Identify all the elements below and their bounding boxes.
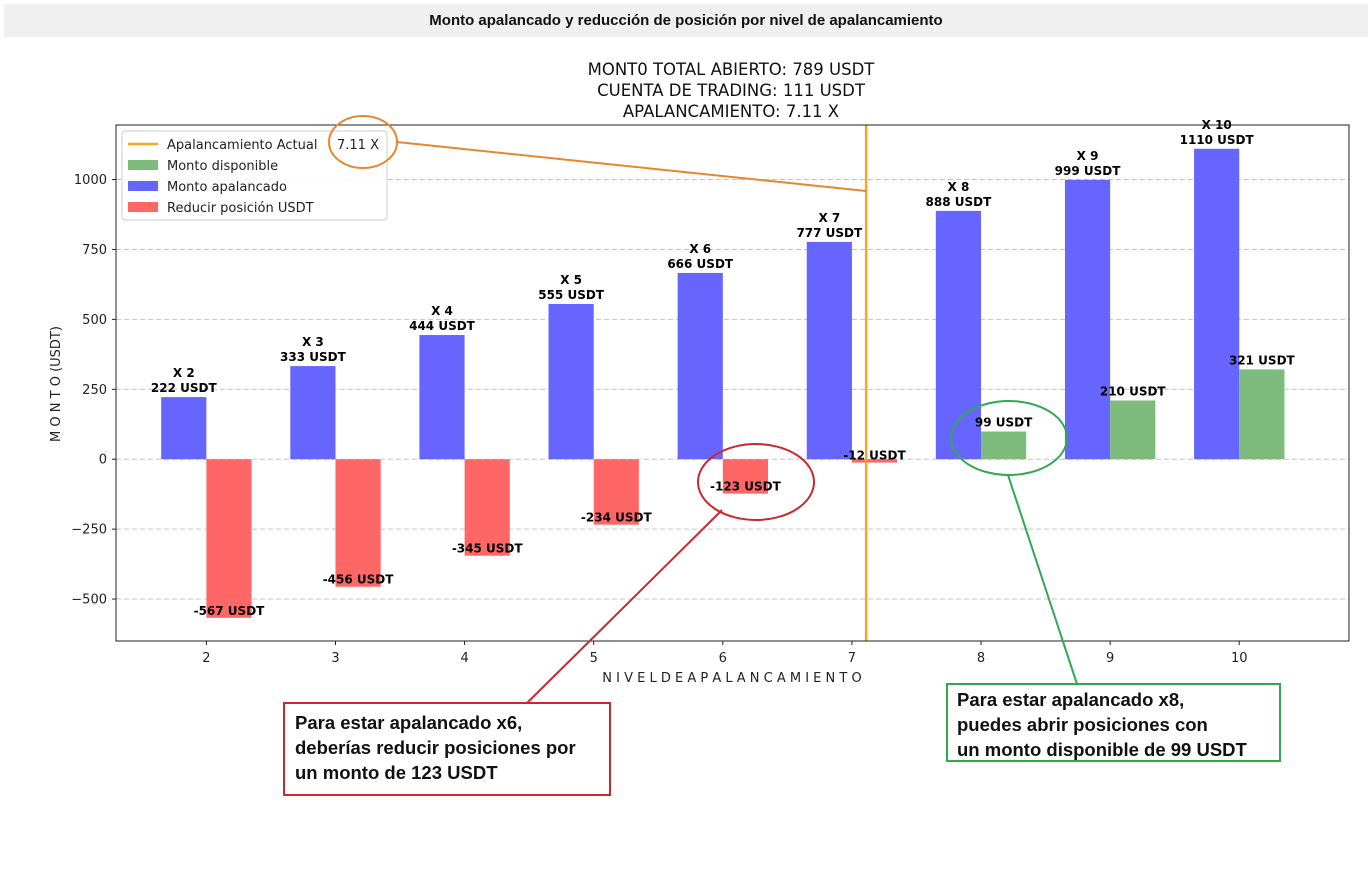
leveraged-amount-label: 555 USDT — [538, 288, 605, 302]
available-amount-label: 99 USDT — [975, 416, 1033, 430]
reduce-position-bar — [464, 459, 510, 556]
legend-label: Reducir posición USDT — [167, 201, 314, 216]
leverage-level-label: X 3 — [302, 335, 324, 349]
y-tick-label: −500 — [71, 593, 107, 608]
plot-frame — [115, 124, 1350, 642]
leverage-level-label: X 9 — [1077, 149, 1099, 163]
leveraged-amount-label: 1110 USDT — [1180, 133, 1255, 147]
chart-title-line: CUENTA DE TRADING: 111 USDT — [597, 81, 866, 100]
available-amount-label: 210 USDT — [1100, 384, 1167, 398]
leverage-level-label: X 8 — [948, 180, 970, 194]
reduce-position-label: -123 USDT — [710, 480, 782, 494]
legend-color-swatch — [128, 181, 158, 191]
y-axis-label: M O N T O (USDT) — [49, 326, 64, 442]
y-tick-label: −250 — [71, 523, 107, 538]
leverage-callout-line — [396, 141, 867, 192]
available-amount-label: 321 USDT — [1229, 353, 1296, 367]
leverage-level-label: X 5 — [560, 273, 582, 287]
reduce-position-label: -567 USDT — [194, 604, 266, 618]
x-tick-label: 5 — [590, 651, 598, 666]
reduce-position-note: Para estar apalancado x6, deberías reduc… — [283, 702, 611, 796]
chart-title-line: MONT0 TOTAL ABIERTO: 789 USDT — [588, 60, 876, 79]
x-tick-label: 9 — [1106, 651, 1114, 666]
x-tick-label: 6 — [719, 651, 727, 666]
available-amount-bar — [981, 431, 1027, 460]
reduce-position-label: -234 USDT — [581, 511, 653, 525]
leverage-level-label: X 6 — [689, 242, 711, 256]
chart-title-line: APALANCAMIENTO: 7.11 X — [623, 102, 839, 121]
x-tick-label: 10 — [1231, 651, 1248, 666]
available-amount-bar — [1239, 369, 1285, 460]
leveraged-amount-label: 999 USDT — [1055, 164, 1122, 178]
legend-label: Apalancamiento Actual — [167, 138, 317, 153]
reduce-position-bar — [335, 459, 381, 587]
legend-color-swatch — [128, 160, 158, 170]
reduce-position-bar — [593, 459, 639, 525]
reduce-position-label: -456 USDT — [323, 573, 395, 587]
legend-color-swatch — [128, 202, 158, 212]
leveraged-amount-label: 333 USDT — [280, 350, 347, 364]
reduce-note-line: Para estar apalancado x6, — [295, 712, 523, 733]
available-note-line: un monto disponible de 99 USDT — [957, 739, 1247, 760]
leveraged-amount-label: 222 USDT — [151, 381, 218, 395]
available-note-line: Para estar apalancado x8, — [957, 689, 1185, 710]
leverage-level-label: X 2 — [173, 366, 195, 380]
x-tick-label: 7 — [848, 651, 856, 666]
reduce-position-bar — [722, 459, 769, 494]
reduce-callout-line — [526, 509, 723, 704]
x-tick-label: 8 — [977, 651, 985, 666]
x-axis-label: N I V E L D E A P A L A N C A M I E N T … — [602, 671, 861, 686]
reduce-position-label: -345 USDT — [452, 542, 524, 556]
x-tick-label: 3 — [331, 651, 339, 666]
available-amount-note: Para estar apalancado x8, puedes abrir p… — [946, 683, 1281, 762]
leveraged-amount-bar — [161, 397, 207, 460]
window-title: Monto apalancado y reducción de posición… — [4, 4, 1368, 37]
x-tick-label: 2 — [202, 651, 210, 666]
x-tick-label: 4 — [460, 651, 468, 666]
leveraged-amount-label: 444 USDT — [409, 319, 476, 333]
leveraged-amount-bar — [1064, 179, 1111, 460]
legend-leverage-value: 7.11 X — [337, 138, 379, 153]
available-note-line: puedes abrir posiciones con — [957, 714, 1208, 735]
reduce-note-line: un monto de 123 USDT — [295, 762, 498, 783]
leveraged-amount-bar — [419, 335, 465, 460]
leverage-level-label: X 4 — [431, 304, 453, 318]
y-tick-label: 1000 — [74, 173, 107, 188]
y-tick-label: 500 — [82, 313, 107, 328]
leverage-level-label: X 7 — [818, 211, 840, 225]
leveraged-amount-bar — [548, 303, 594, 460]
available-callout-line — [1007, 474, 1078, 685]
leveraged-amount-label: 888 USDT — [926, 195, 993, 209]
reduce-position-bar — [206, 459, 252, 618]
leveraged-amount-bar — [935, 210, 982, 460]
reduce-callout-circle — [697, 443, 815, 521]
leveraged-amount-bar — [677, 272, 723, 460]
reduce-position-label: -12 USDT — [843, 449, 906, 463]
legend-label: Monto disponible — [167, 159, 278, 174]
leveraged-amount-label: 777 USDT — [796, 226, 863, 240]
reduce-position-bar — [851, 459, 898, 463]
leveraged-amount-label: 666 USDT — [667, 257, 734, 271]
legend-box — [121, 130, 388, 221]
leveraged-amount-bar — [806, 241, 852, 460]
legend-label: Monto apalancado — [167, 180, 287, 195]
leveraged-amount-bar — [290, 366, 336, 460]
reduce-note-line: deberías reducir posiciones por — [295, 737, 576, 758]
leveraged-amount-bar — [1194, 148, 1240, 460]
y-tick-label: 0 — [99, 453, 107, 468]
y-tick-label: 250 — [82, 383, 107, 398]
available-amount-bar — [1110, 400, 1156, 460]
y-tick-label: 750 — [82, 243, 107, 258]
